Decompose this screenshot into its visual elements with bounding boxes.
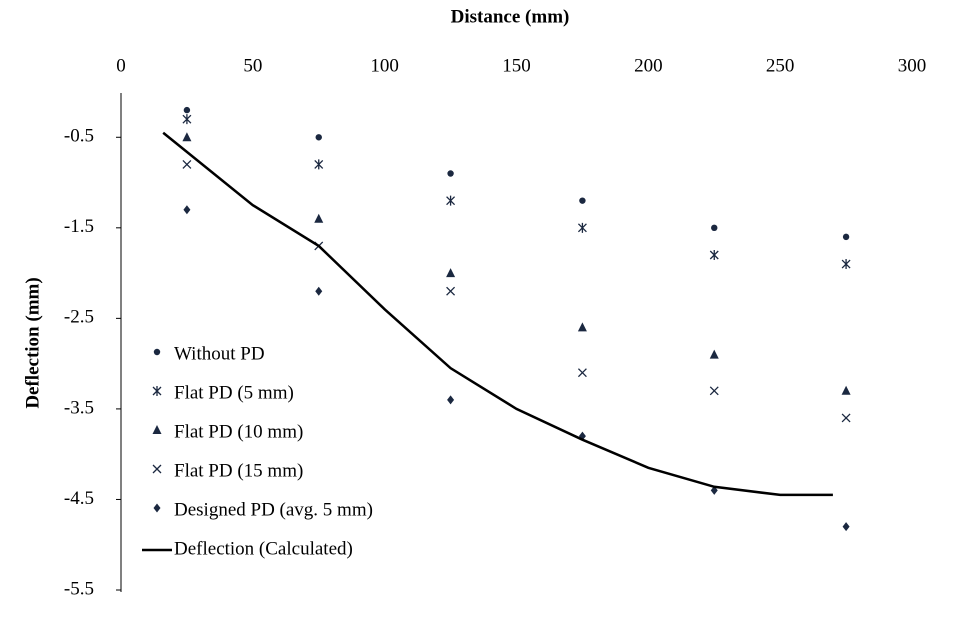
x-tick-label: 150 bbox=[502, 55, 531, 76]
point bbox=[314, 213, 324, 223]
point bbox=[447, 395, 455, 405]
y-tick-label: -3.5 bbox=[64, 397, 94, 418]
point bbox=[315, 134, 322, 141]
point bbox=[709, 386, 719, 396]
point bbox=[841, 385, 851, 395]
legend-swatch bbox=[152, 425, 162, 434]
point bbox=[709, 349, 719, 359]
point bbox=[709, 249, 719, 260]
x-tick-label: 100 bbox=[370, 55, 399, 76]
point bbox=[447, 170, 454, 177]
point bbox=[182, 159, 192, 169]
legend-swatch bbox=[153, 503, 161, 513]
point bbox=[446, 195, 456, 206]
x-tick-label: 50 bbox=[243, 55, 262, 76]
point bbox=[315, 286, 323, 296]
y-tick-label: -4.5 bbox=[64, 488, 94, 509]
point bbox=[577, 222, 587, 233]
y-tick-label: -2.5 bbox=[64, 307, 94, 328]
point bbox=[183, 205, 191, 215]
y-axis-title: Deflection (mm) bbox=[22, 277, 43, 408]
point bbox=[183, 106, 191, 114]
point bbox=[711, 224, 718, 232]
point bbox=[842, 233, 850, 241]
point bbox=[841, 259, 851, 270]
point bbox=[182, 114, 192, 125]
legend-swatch bbox=[152, 464, 162, 474]
point bbox=[577, 322, 587, 332]
y-tick-label: -0.5 bbox=[64, 126, 94, 147]
y-tick-label: -1.5 bbox=[64, 216, 94, 237]
legend-swatch bbox=[152, 386, 162, 396]
point bbox=[314, 159, 324, 170]
legend-swatch bbox=[153, 348, 161, 356]
point bbox=[446, 268, 456, 278]
x-tick-label: 0 bbox=[116, 55, 126, 76]
x-tick-label: 200 bbox=[634, 55, 663, 76]
legend-label: Without PD bbox=[174, 343, 265, 364]
point bbox=[842, 522, 850, 532]
legend-label: Flat PD (10 mm) bbox=[174, 421, 303, 442]
x-tick-label: 300 bbox=[898, 55, 927, 76]
point bbox=[182, 132, 192, 142]
point bbox=[446, 286, 456, 296]
point bbox=[579, 197, 586, 204]
legend-label: Flat PD (5 mm) bbox=[174, 382, 294, 403]
point bbox=[841, 413, 851, 423]
legend-label: Deflection (Calculated) bbox=[174, 538, 353, 559]
legend-label: Designed PD (avg. 5 mm) bbox=[174, 499, 373, 520]
x-tick-label: 250 bbox=[766, 55, 795, 76]
point bbox=[577, 368, 587, 378]
y-tick-label: -5.5 bbox=[64, 578, 94, 599]
legend-label: Flat PD (15 mm) bbox=[174, 460, 303, 481]
x-axis-title: Distance (mm) bbox=[451, 6, 570, 27]
calculated-line bbox=[162, 131, 833, 497]
